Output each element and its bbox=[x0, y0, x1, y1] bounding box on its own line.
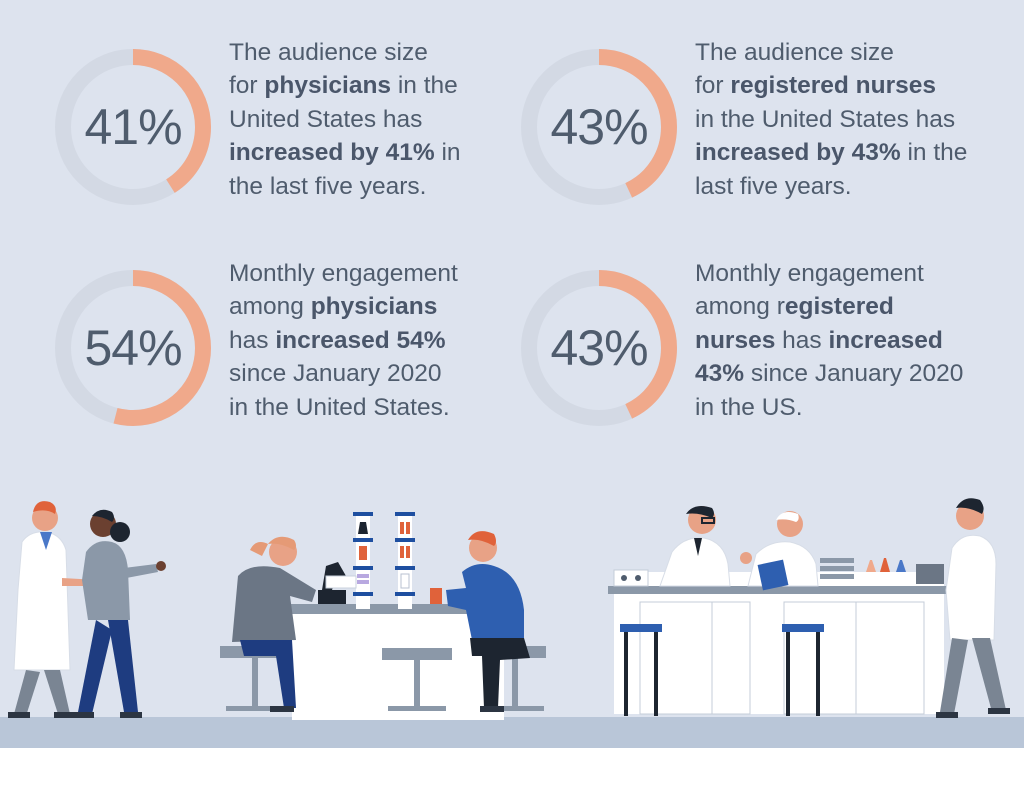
stat-description: The audience size for registered nurses … bbox=[695, 36, 995, 203]
text-line: The audience size bbox=[695, 39, 894, 66]
progress-ring bbox=[55, 270, 211, 426]
stat-description: Monthly engagement among registered nurs… bbox=[695, 257, 995, 424]
doctor-clipboard-illustration bbox=[740, 511, 819, 591]
ring-fill bbox=[521, 270, 677, 426]
stat-physicians-engagement: 54% Monthly engagement among physicians … bbox=[54, 260, 524, 427]
ring-fill bbox=[521, 49, 677, 205]
researcher-microscope-illustration bbox=[232, 536, 316, 712]
text-line: United States has bbox=[229, 105, 423, 133]
text-line: The audience size bbox=[229, 39, 428, 66]
text-line: in the United States. bbox=[229, 393, 450, 421]
text-line: for registered nurses bbox=[695, 72, 937, 100]
text-line: in the US. bbox=[695, 393, 803, 421]
text-line: the last five years. bbox=[229, 172, 427, 200]
doctor-glasses-illustration bbox=[659, 506, 731, 587]
text-line: nurses has increased bbox=[695, 326, 943, 354]
text-line: Monthly engagement bbox=[695, 260, 924, 287]
percent-label: 54% bbox=[84, 320, 182, 376]
stat-description: The audience size for physicians in the … bbox=[229, 36, 519, 203]
text-line: Monthly engagement bbox=[229, 260, 458, 287]
floor-strip bbox=[0, 717, 1024, 748]
stat-nurses-engagement: 43% Monthly engagement among registered … bbox=[520, 260, 990, 427]
percent-label: 41% bbox=[84, 99, 182, 155]
lab-counter-illustration bbox=[608, 558, 950, 716]
lab-illustration bbox=[8, 498, 1010, 720]
doctor-walking-illustration bbox=[8, 501, 98, 718]
text-line: in the United States has bbox=[695, 105, 956, 133]
text-line: last five years. bbox=[695, 172, 852, 200]
text-line: since January 2020 bbox=[229, 360, 442, 388]
text-line: increased by 41% in bbox=[229, 139, 461, 167]
woman-walking-illustration bbox=[72, 509, 166, 718]
ring-fill bbox=[55, 49, 211, 205]
ring-fill bbox=[55, 270, 211, 426]
text-line: among registered bbox=[695, 293, 894, 321]
stat-physicians-audience: 41% The audience size for physicians in … bbox=[54, 39, 524, 206]
progress-ring bbox=[55, 49, 211, 205]
text-line: among physicians bbox=[229, 293, 438, 321]
percent-label: 43% bbox=[550, 320, 648, 376]
stat-nurses-audience: 43% The audience size for registered nur… bbox=[520, 39, 990, 206]
progress-ring bbox=[521, 49, 677, 205]
text-line: for physicians in the bbox=[229, 72, 458, 100]
stat-description: Monthly engagement among physicians has … bbox=[229, 257, 519, 424]
researcher-writing-illustration bbox=[446, 531, 530, 712]
text-line: increased by 43% in the bbox=[695, 139, 968, 167]
text-line: has increased 54% bbox=[229, 326, 446, 354]
doctor-standing-illustration bbox=[916, 498, 1010, 718]
text-line: 43% since January 2020 bbox=[695, 360, 964, 388]
progress-ring bbox=[521, 270, 677, 426]
percent-label: 43% bbox=[550, 99, 648, 155]
